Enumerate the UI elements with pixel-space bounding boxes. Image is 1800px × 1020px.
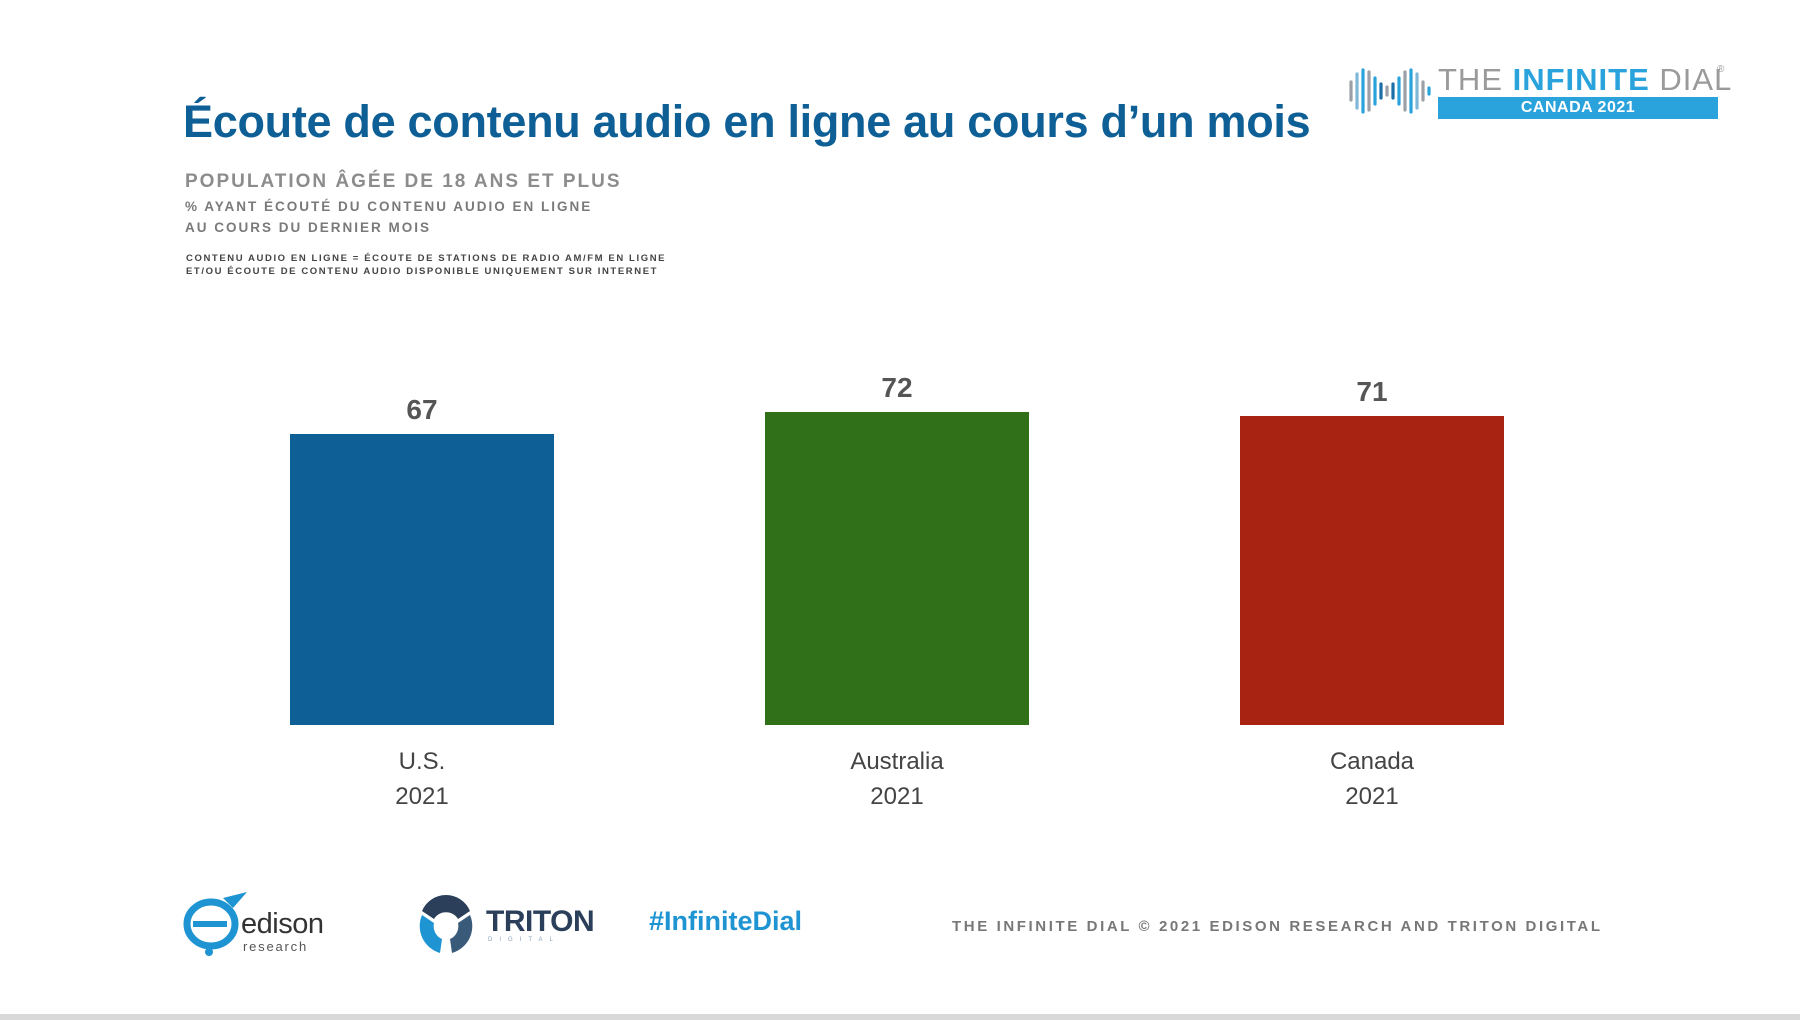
infinity-waveform-icon — [1349, 68, 1431, 114]
category-label: Canada 2021 — [1240, 744, 1504, 814]
edison-research-logo: edison research — [183, 890, 343, 960]
measure-line-2: AU COURS DU DERNIER MOIS — [185, 220, 432, 235]
triton-mark-icon — [419, 895, 473, 953]
definition-note-line-2: ET/OU ÉCOUTE DE CONTENU AUDIO DISPONIBLE… — [186, 266, 659, 277]
category-name: U.S. — [398, 748, 446, 775]
bottom-divider — [0, 1014, 1800, 1020]
edison-wordmark: edison — [241, 908, 324, 940]
chart-subtitle: POPULATION ÂGÉE DE 18 ANS ET PLUS — [185, 171, 622, 192]
edison-swirl-icon — [183, 892, 247, 956]
logo-wordmark: THE INFINITE DIAL — [1438, 62, 1733, 97]
category-year: 2021 — [1345, 783, 1399, 810]
category-name: Australia — [850, 748, 944, 775]
bar-australia — [765, 411, 1029, 725]
registered-mark: ® — [1717, 64, 1725, 75]
bar-value-label: 67 — [406, 393, 438, 425]
chart-title: Écoute de contenu audio en ligne au cour… — [183, 96, 1311, 147]
category-label: Australia 2021 — [765, 744, 1029, 814]
category-name: Canada — [1329, 748, 1415, 775]
bar-value-label: 71 — [1356, 376, 1388, 408]
infinite-dial-logo: THE INFINITE DIAL ® CANADA 2021 — [1347, 62, 1731, 126]
bar-canada — [1240, 416, 1504, 725]
category-label: U.S. 2021 — [290, 744, 554, 814]
category-year: 2021 — [395, 783, 449, 810]
measure-line-1: % AYANT ÉCOUTÉ DU CONTENU AUDIO EN LIGNE — [185, 199, 593, 214]
triton-wordmark: TRITON — [486, 905, 595, 938]
hashtag: #InfiniteDial — [649, 906, 803, 936]
bar-us — [290, 433, 554, 725]
definition-note-line-1: CONTENU AUDIO EN LIGNE = ÉCOUTE DE STATI… — [186, 253, 667, 264]
bar-value-label: 72 — [881, 371, 913, 403]
footer-copyright: THE INFINITE DIAL © 2021 EDISON RESEARCH… — [952, 918, 1603, 935]
category-year: 2021 — [870, 783, 924, 810]
triton-digital-logo: TRITON DIGITAL — [414, 893, 595, 957]
logo-edition-band: CANADA 2021 — [1438, 97, 1718, 119]
triton-subtext: DIGITAL — [488, 937, 560, 943]
edison-subtext: research — [243, 939, 308, 954]
